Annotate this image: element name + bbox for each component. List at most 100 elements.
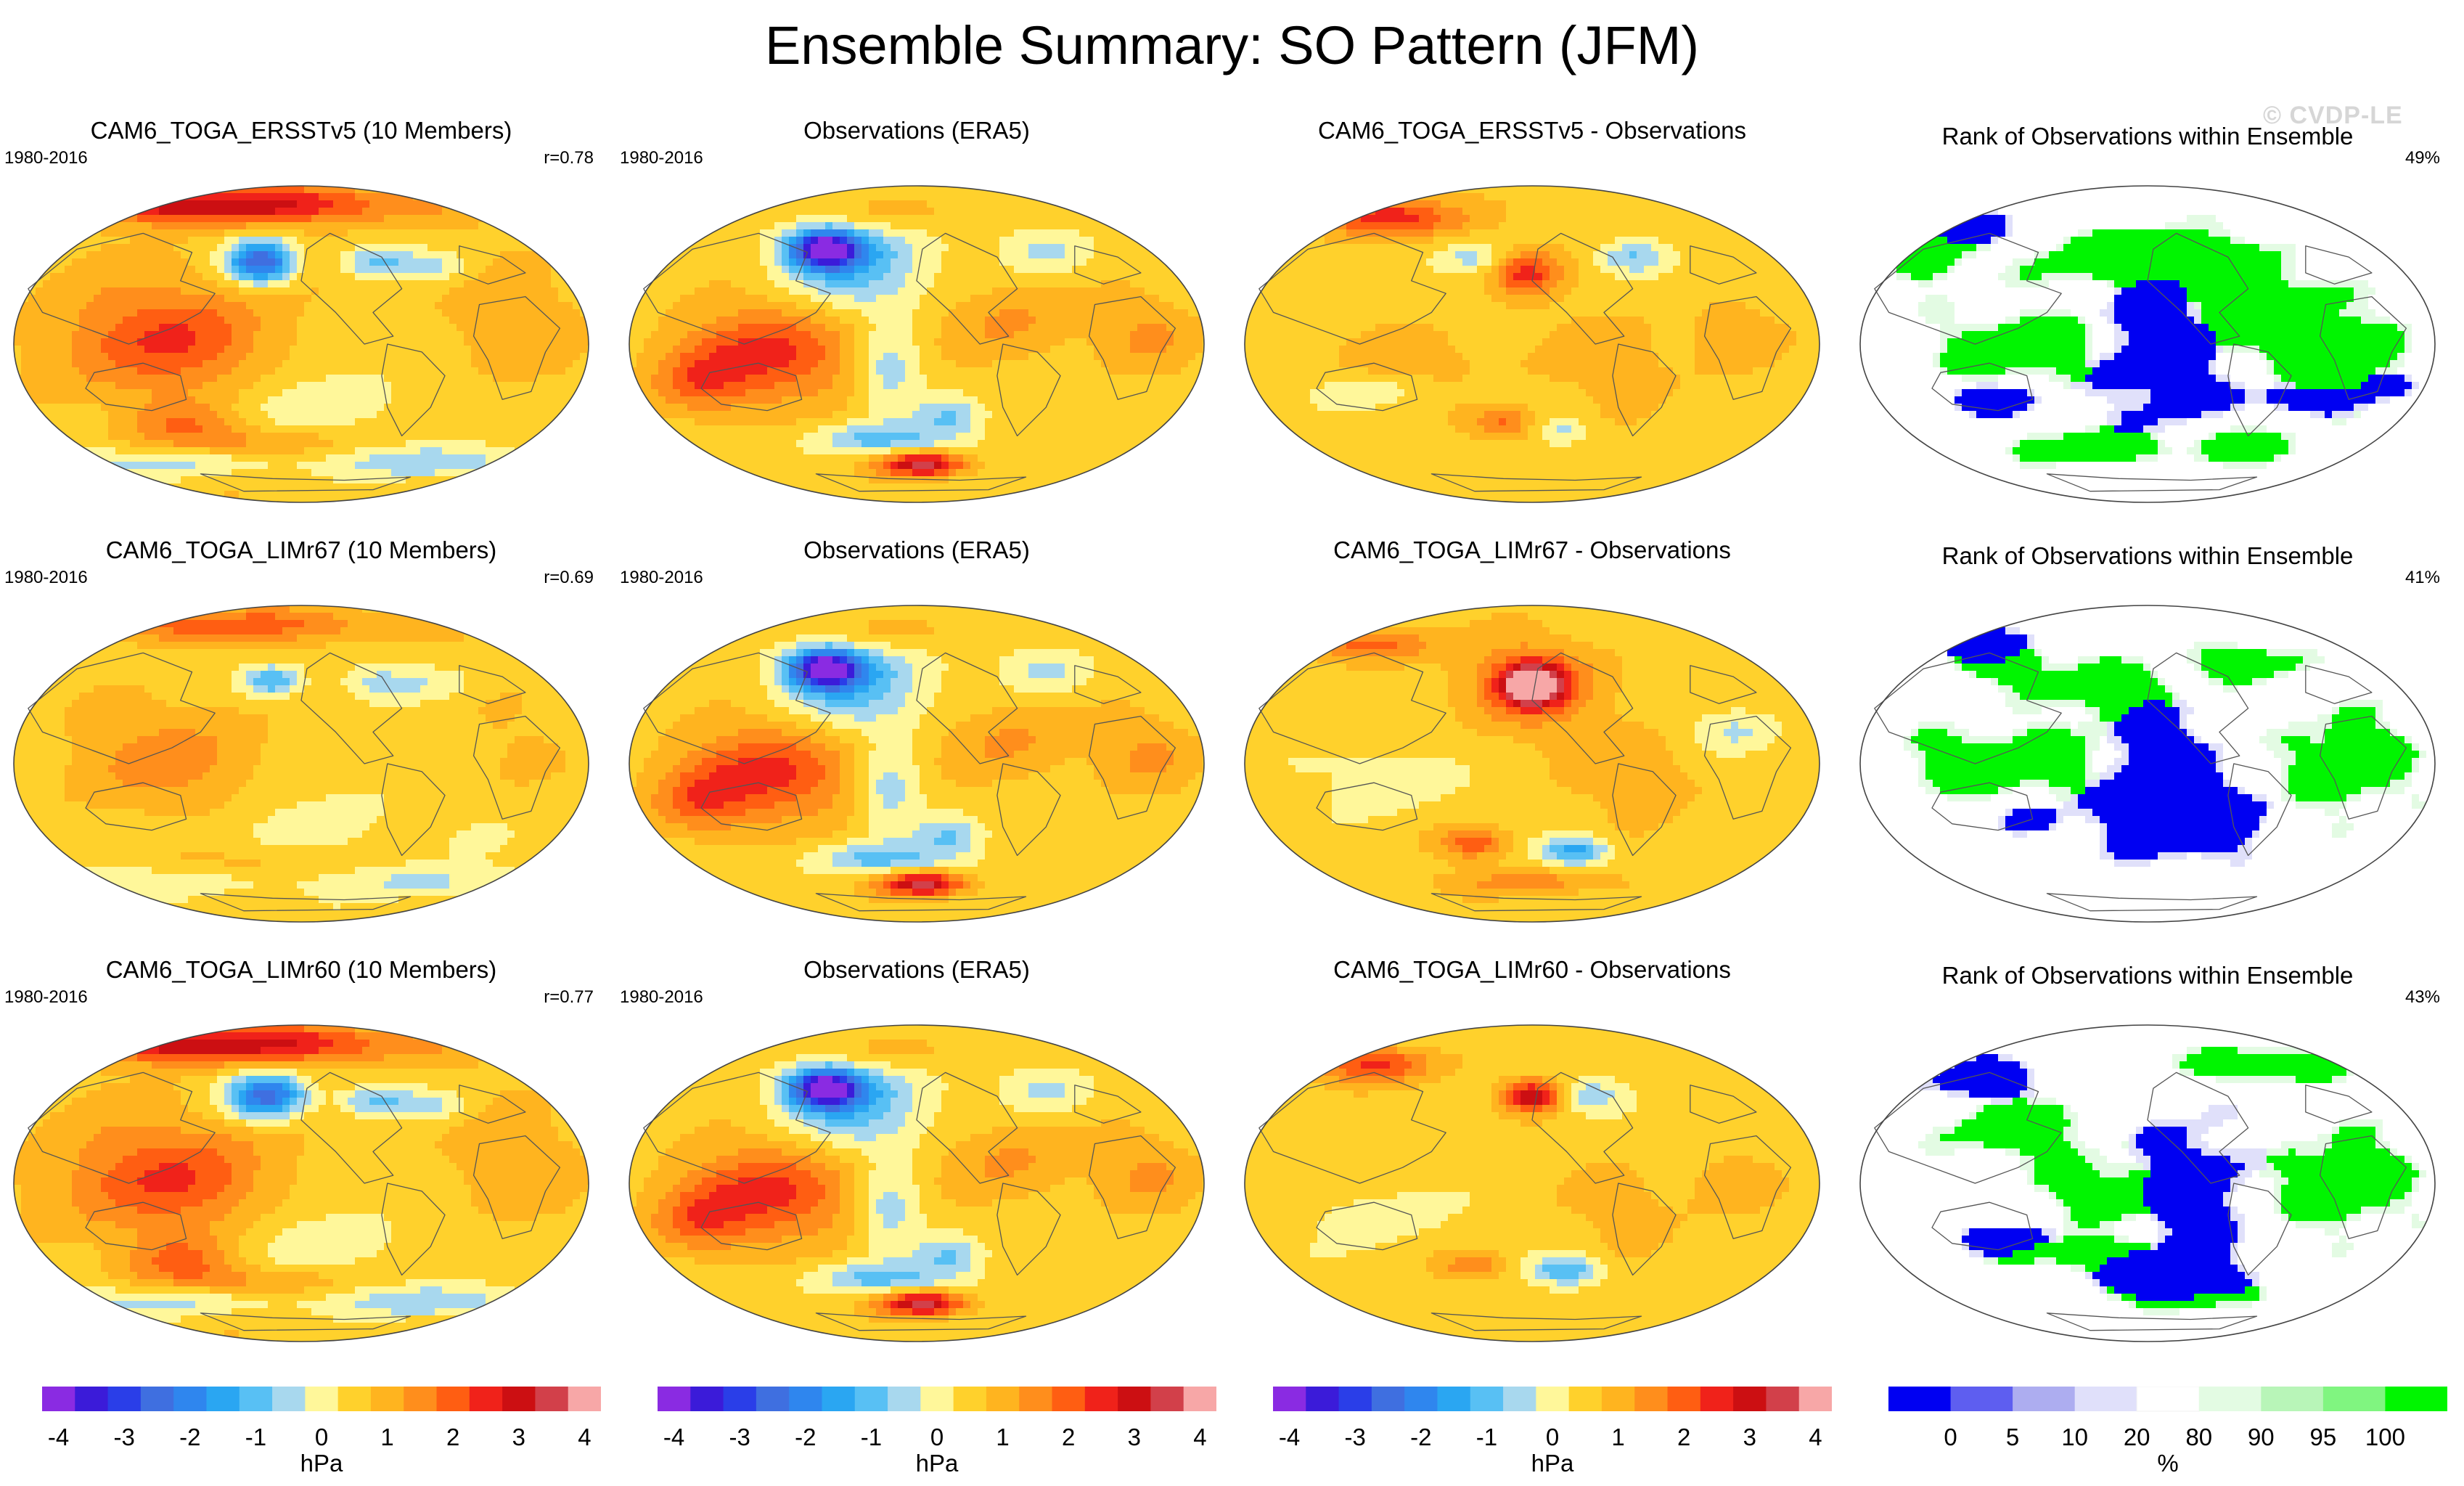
map-outline: [629, 1024, 1205, 1342]
coastline: [1931, 782, 2034, 831]
panel-title: CAM6_TOGA_LIMr67 (10 Members): [0, 536, 602, 565]
map-outline: [1244, 185, 1820, 503]
coastline: [2147, 232, 2249, 345]
panel-correlation: r=0.78: [544, 148, 594, 168]
colorbar-swatch: [1404, 1387, 1438, 1411]
colorbar-swatch: [469, 1387, 503, 1411]
coastline: [85, 362, 187, 412]
coastline: [1088, 295, 1176, 400]
coastline: [1690, 1085, 1757, 1124]
colorbar-tick-label: 3: [1128, 1423, 1141, 1452]
colorbar-swatch: [723, 1387, 757, 1411]
colorbar-swatch: [1950, 1387, 2013, 1411]
colorbar-swatch: [953, 1387, 987, 1411]
colorbar-swatch: [107, 1387, 142, 1411]
colorbar-swatch: [1634, 1387, 1669, 1411]
panel-obs-row-1: Observations (ERA5) 1980-2016: [615, 116, 1218, 523]
panel-rank-row-3: Rank of Observations within Ensemble 43%: [1846, 955, 2449, 1362]
coastline: [643, 232, 831, 345]
coastline: [1316, 1201, 1418, 1251]
coastline: [1531, 652, 1634, 764]
coastline: [200, 893, 412, 912]
coastline: [2319, 715, 2407, 820]
colorbar-swatch: [1306, 1387, 1340, 1411]
coastline: [300, 232, 403, 345]
map-plot: [1244, 1024, 1820, 1342]
coastline: [1258, 232, 1446, 345]
colorbar-swatch: [1183, 1387, 1216, 1411]
coastline: [996, 343, 1061, 437]
colorbar-tick-label: 3: [512, 1423, 525, 1452]
coastline: [1088, 1135, 1176, 1239]
coastline: [1258, 1071, 1446, 1184]
coastline: [28, 652, 216, 764]
colorbar-swatch: [2261, 1387, 2324, 1411]
panel-title: Rank of Observations within Ensemble: [1846, 542, 2449, 571]
colorbar-swatch: [502, 1387, 536, 1411]
colorbar-swatch: [239, 1387, 273, 1411]
coastline: [28, 1071, 216, 1184]
map-plot: [1859, 605, 2436, 923]
coastline: [1074, 1085, 1142, 1124]
colorbar-tick-label: 100: [2365, 1423, 2405, 1452]
coastline: [1612, 1183, 1677, 1276]
colorbar-tick-label: 5: [2006, 1423, 2019, 1452]
colorbar-tick-label: 4: [1193, 1423, 1206, 1452]
coastline: [2305, 245, 2373, 285]
map-plot: [13, 605, 589, 923]
coastline: [1874, 232, 2062, 345]
colorbar-swatch: [1084, 1387, 1118, 1411]
colorbar-swatch: [1503, 1387, 1536, 1411]
map-outline: [1859, 605, 2436, 923]
colorbar-tick-label: 90: [2248, 1423, 2275, 1452]
colorbar-ticks: -4 -3 -2 -1 0 1 2 3 4: [42, 1423, 601, 1452]
colorbar-tick-label: 0: [1546, 1423, 1559, 1452]
coastline: [2319, 295, 2407, 400]
colorbar-swatch: [986, 1387, 1020, 1411]
coastline: [700, 782, 803, 831]
coastline: [916, 232, 1018, 345]
page-title: Ensemble Summary: SO Pattern (JFM): [0, 13, 2464, 78]
panel-model-row-2: CAM6_TOGA_LIMr67 (10 Members) 1980-2016 …: [0, 536, 602, 942]
map-plot: [13, 185, 589, 503]
coastline: [996, 1183, 1061, 1276]
colorbar-tick-label: -2: [795, 1423, 816, 1452]
coastline: [1074, 245, 1142, 285]
colorbar-hpa-1: -4 -3 -2 -1 0 1 2 3 4 hPa: [42, 1387, 601, 1477]
colorbar-hpa-3: -4 -3 -2 -1 0 1 2 3 4 hPa: [1273, 1387, 1832, 1477]
colorbar-swatch: [1766, 1387, 1800, 1411]
colorbar-swatch: [404, 1387, 438, 1411]
colorbar-swatch: [206, 1387, 240, 1411]
colorbar-tick-label: 80: [2185, 1423, 2212, 1452]
colorbar-swatch: [2198, 1387, 2262, 1411]
panel-title: CAM6_TOGA_LIMr60 - Observations: [1231, 955, 1833, 984]
coastline: [815, 473, 1027, 492]
coastline: [1690, 665, 1757, 704]
coastline: [300, 652, 403, 764]
colorbar-swatch: [1536, 1387, 1570, 1411]
colorbar-tick-label: 10: [2061, 1423, 2088, 1452]
map-outline: [13, 1024, 589, 1342]
colorbar-tick-label: -4: [663, 1423, 684, 1452]
panel-title: Observations (ERA5): [615, 116, 1218, 145]
map-outline: [1244, 1024, 1820, 1342]
colorbar-tick-label: -3: [1345, 1423, 1366, 1452]
coastline: [916, 1071, 1018, 1184]
coastline: [2046, 893, 2258, 912]
colorbar-tick-label: 4: [1809, 1423, 1822, 1452]
colorbar-swatch: [690, 1387, 724, 1411]
colorbar-swatch: [1568, 1387, 1603, 1411]
map-plot: [1859, 1024, 2436, 1342]
colorbar-swatch: [2385, 1387, 2447, 1411]
map-plot: [1244, 185, 1820, 503]
colorbar-tick-label: 2: [1062, 1423, 1075, 1452]
colorbar-swatch: [272, 1387, 306, 1411]
colorbar-tick-label: -4: [48, 1423, 69, 1452]
panel-diff-row-2: CAM6_TOGA_LIMr67 - Observations: [1231, 536, 1833, 942]
colorbar-swatch: [1798, 1387, 1832, 1411]
colorbar-ticks: -4 -3 -2 -1 0 1 2 3 4: [658, 1423, 1216, 1452]
panel-obs-row-2: Observations (ERA5) 1980-2016: [615, 536, 1218, 942]
panel-period: 1980-2016: [620, 987, 703, 1008]
colorbar-ticks: 0 5 10 20 80 90 95 100: [1888, 1423, 2447, 1452]
colorbar-swatch: [789, 1387, 823, 1411]
